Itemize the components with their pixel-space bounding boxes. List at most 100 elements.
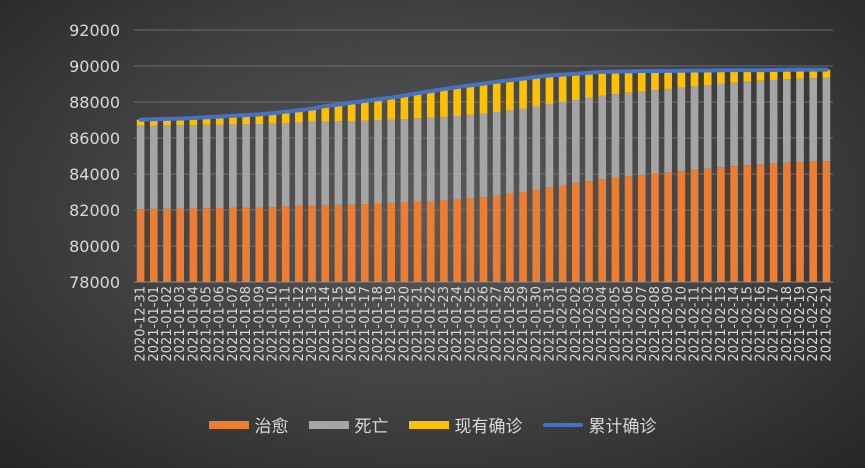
x-tick-label: 2021-01-02 [160, 286, 175, 362]
bar-segment-cured [651, 173, 659, 282]
bar-segment-deaths [163, 125, 171, 209]
legend-label-cured: 治愈 [254, 417, 289, 437]
bar-segment-current [176, 118, 184, 126]
x-tick-label: 2021-01-09 [252, 286, 267, 362]
x-tick-label: 2021-01-27 [490, 286, 505, 362]
legend-label-cumulative: 累计确诊 [588, 417, 657, 437]
x-tick-label: 2021-01-04 [186, 286, 201, 362]
bar-segment-deaths [677, 87, 686, 172]
bar-segment-current [545, 75, 554, 105]
bar-segment-cured [308, 205, 316, 282]
bar-segment-current [202, 117, 211, 125]
bar-segment-current [281, 111, 290, 123]
bar-segment-cured [334, 204, 343, 282]
x-tick-label: 2021-01-12 [292, 286, 307, 362]
bar-segment-cured [215, 208, 224, 282]
bar-segment-cured [413, 201, 422, 282]
bar-segment-deaths [611, 94, 620, 178]
x-tick-label: 2021-01-03 [173, 286, 188, 362]
y-tick-label: 86000 [69, 129, 120, 148]
bar-segment-current [506, 80, 514, 111]
y-tick-label: 80000 [69, 237, 120, 256]
bar-segment-cured [532, 189, 541, 282]
bar-segment-current [479, 83, 488, 114]
bar-segment-current [809, 69, 818, 79]
x-tick-label: 2021-02-04 [595, 286, 610, 362]
legend-item-cumulative: 累计确诊 [542, 412, 657, 437]
x-tick-label: 2021-02-17 [767, 286, 782, 362]
bar-segment-deaths [281, 122, 290, 207]
bar-segment-cured [743, 165, 752, 282]
x-tick-label: 2021-01-26 [477, 286, 492, 362]
bar-segment-deaths [295, 122, 303, 206]
y-tick-label: 90000 [69, 57, 120, 76]
bar-segment-current [769, 69, 778, 80]
bar-segment-current [453, 87, 461, 116]
bar-segment-cured [440, 200, 448, 282]
x-tick-label: 2021-01-08 [239, 286, 254, 362]
bar-segment-current [571, 73, 580, 100]
bar-segment-cured [136, 209, 145, 282]
bar-segment-deaths [374, 120, 382, 204]
bar-segment-cured [822, 161, 831, 282]
bar-segment-current [585, 72, 593, 98]
bar-segment-current [440, 89, 448, 117]
bar-segment-current [242, 115, 250, 125]
bar-segment-deaths [255, 124, 264, 208]
bar-segment-current [717, 70, 725, 84]
legend-label-current: 现有确诊 [454, 417, 523, 437]
bar-segment-cured [360, 204, 369, 282]
bar-segment-cured [453, 199, 461, 282]
bar-segment-current [624, 71, 633, 93]
x-tick-label: 2021-01-11 [279, 286, 294, 362]
cumulative-line [138, 67, 829, 122]
x-axis-ticks: 2020-12-312021-01-012021-01-022021-01-03… [134, 286, 835, 362]
bar-segment-cured [558, 185, 567, 282]
bar-segment-current [677, 70, 686, 88]
bar-segment-deaths [690, 86, 699, 170]
bar-segment-current [360, 100, 369, 121]
bar-segment-cured [374, 203, 382, 282]
bar-segment-current [163, 118, 171, 126]
bar-segment-current [334, 104, 343, 122]
bar-segment-cured [598, 179, 607, 282]
bar-segment-deaths [651, 90, 659, 174]
bar-segment-cured [387, 202, 396, 282]
bar-segment-current [822, 69, 831, 78]
bar-segment-deaths [466, 114, 475, 199]
x-tick-label: 2021-02-07 [635, 286, 650, 362]
x-tick-label: 2021-02-02 [569, 286, 584, 362]
cumulative-line-layer [138, 67, 829, 122]
bar-segment-deaths [387, 119, 396, 203]
bar-segment-deaths [598, 95, 607, 180]
bar-segment-current [400, 95, 409, 120]
bar-segment-cured [492, 195, 501, 282]
x-tick-label: 2021-01-24 [450, 286, 465, 362]
bar-segment-cured [519, 192, 527, 282]
bar-segment-cured [769, 163, 778, 282]
bar-segment-deaths [756, 80, 765, 165]
x-tick-label: 2021-01-17 [358, 286, 373, 362]
legend-swatch-cured [208, 420, 249, 429]
x-tick-label: 2021-01-18 [371, 286, 386, 362]
bar-segment-cured [479, 197, 488, 282]
x-tick-label: 2021-01-30 [529, 286, 544, 362]
bar-segment-cured [690, 169, 699, 282]
bar-segment-current [519, 78, 527, 109]
bar-segment-cured [466, 198, 475, 282]
bar-segment-cured [229, 207, 237, 282]
bar-segment-deaths [149, 125, 158, 209]
bar-segment-deaths [426, 117, 435, 201]
bar-segment-deaths [492, 112, 501, 196]
bar-segment-deaths [360, 120, 369, 205]
bar-segment-current [611, 71, 620, 95]
x-tick-label: 2021-01-20 [397, 286, 412, 362]
bar-segment-deaths [215, 124, 224, 209]
bar-segment-cured [545, 187, 554, 282]
x-tick-label: 2021-02-19 [793, 286, 808, 362]
legend-item-deaths: 死亡 [308, 412, 389, 437]
x-tick-label: 2021-02-14 [727, 286, 742, 362]
bar-segment-current [637, 71, 646, 92]
bar-segment-cured [255, 207, 264, 282]
x-tick-label: 2021-01-13 [305, 286, 320, 362]
